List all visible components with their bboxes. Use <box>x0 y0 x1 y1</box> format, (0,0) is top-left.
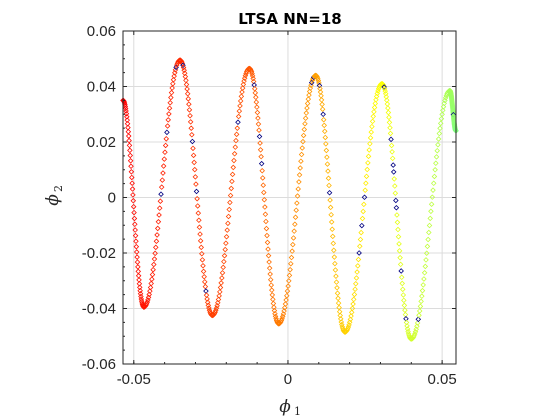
y-tick-label: 0.06 <box>87 23 116 40</box>
y-tick-label: 0.02 <box>87 134 116 151</box>
y-axis-label-symbol: ϕ <box>43 194 63 206</box>
x-axis-label-symbol: ϕ <box>279 397 291 417</box>
x-tick-label: 0.05 <box>428 371 457 388</box>
y-tick-label: 0 <box>108 190 116 207</box>
x-tick-label: 0 <box>284 371 292 388</box>
chart-title: LTSA NN=18 <box>238 10 342 28</box>
y-tick-label: -0.04 <box>82 301 116 318</box>
y-tick-label: -0.02 <box>82 245 116 262</box>
x-axis-label-subscript: 1 <box>294 405 301 418</box>
y-tick-label: -0.06 <box>82 356 116 373</box>
y-axis-label-subscript: 2 <box>52 185 65 192</box>
x-tick-label: -0.05 <box>117 371 151 388</box>
y-tick-label: 0.04 <box>87 79 116 96</box>
